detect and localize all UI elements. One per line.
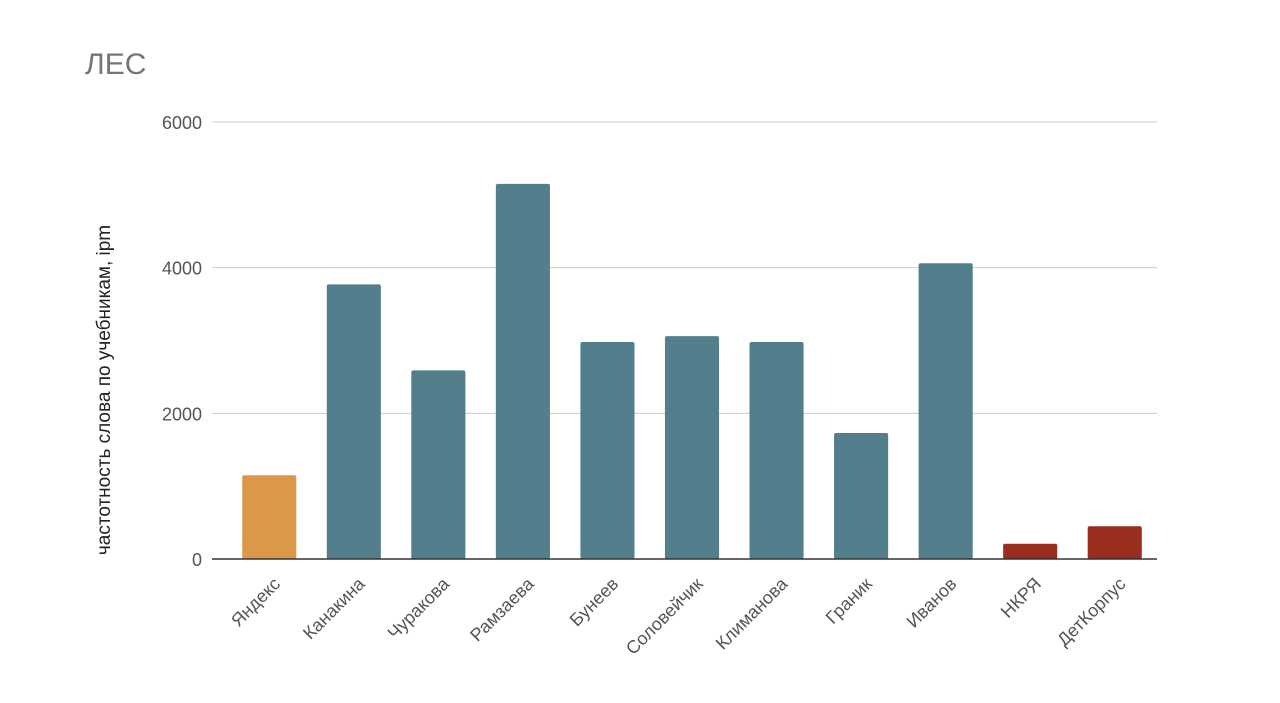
x-tick-label: Соловейчик [622,574,707,659]
x-tick-label: Рамзаева [466,573,538,645]
x-tick-label: Граник [822,574,876,628]
y-tick-label: 0 [192,550,202,570]
bar [664,336,720,559]
bar [1003,543,1058,559]
chart-title: ЛЕС [85,48,146,81]
bar [834,432,889,559]
y-tick-label: 6000 [162,113,202,133]
x-tick-label: ДетКорпус [1053,574,1129,650]
y-axis-ticks: 0 2000 4000 6000 [162,113,202,570]
bar [1087,526,1142,559]
bar [326,284,381,559]
bar [749,341,804,559]
x-tick-label: НКРЯ [997,574,1045,622]
x-tick-label: Климанова [712,573,792,653]
x-tick-label: Канакина [299,573,369,643]
x-axis-ticks: Яндекс Канакина Чуракова Рамзаева Бунеев Соло… [227,573,1129,659]
bar [242,475,297,559]
x-tick-label: Иванов [903,574,961,632]
y-tick-label: 4000 [162,259,202,279]
x-tick-label: Яндекс [227,574,284,631]
y-tick-label: 2000 [162,404,202,424]
bar [495,183,550,560]
bars [242,183,1142,560]
bar [580,341,635,559]
bar [918,263,973,559]
bar [411,370,466,559]
x-tick-label: Бунеев [566,574,623,631]
y-axis-label: частотность слова по учебникам, ipm [94,225,115,555]
x-tick-label: Чуракова [384,573,454,643]
